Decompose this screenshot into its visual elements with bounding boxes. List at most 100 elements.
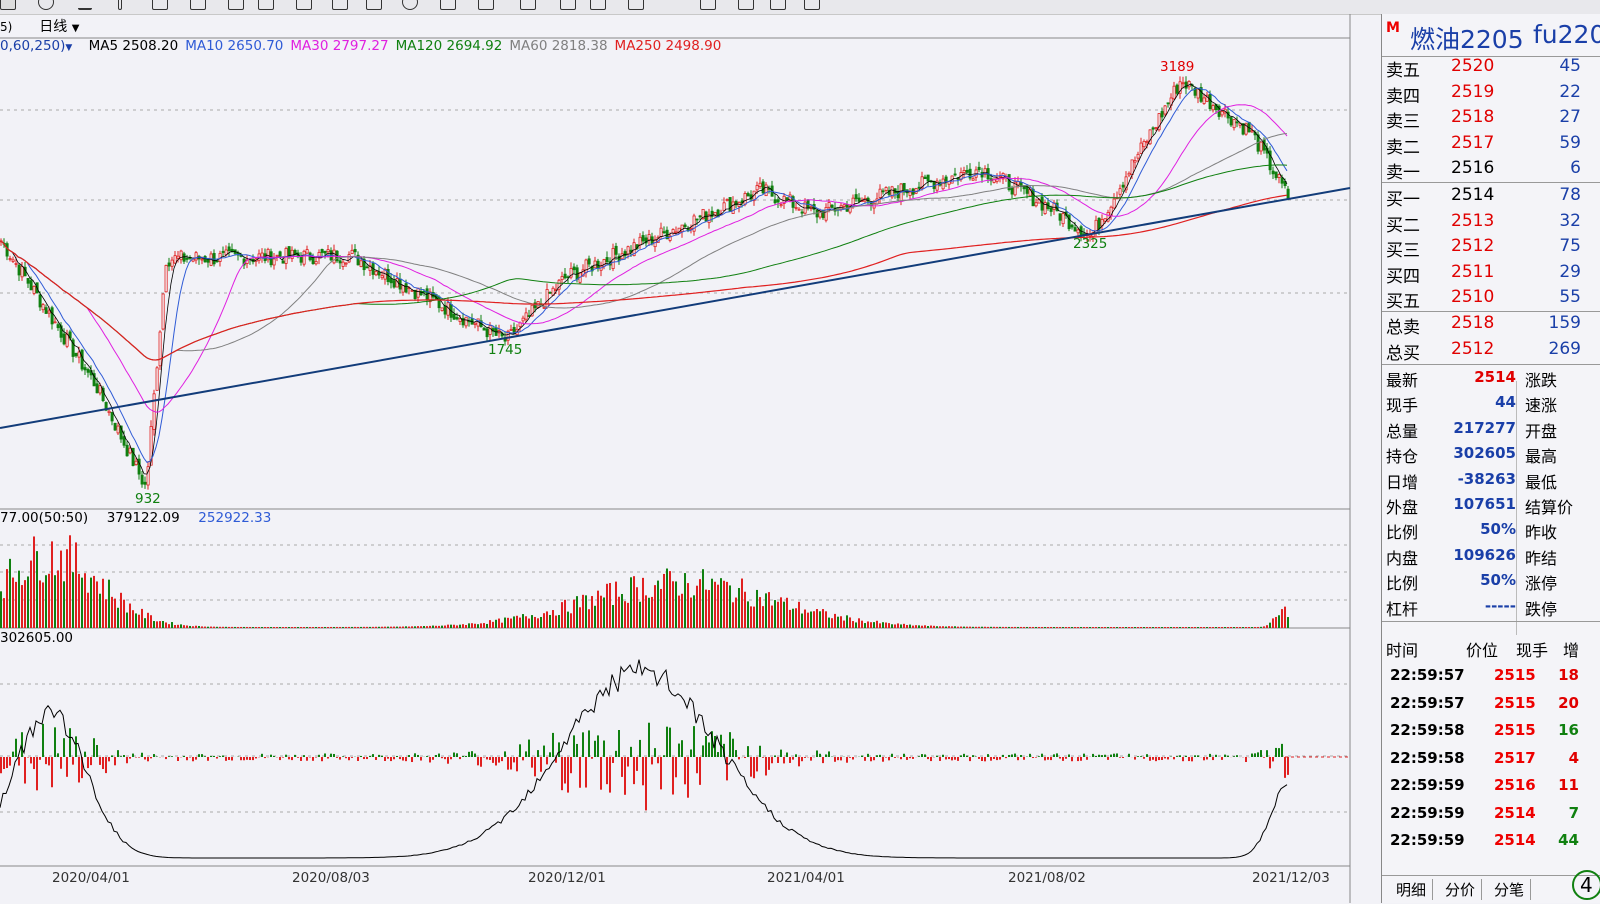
volume-bar xyxy=(906,625,908,628)
volume-bar xyxy=(597,591,599,628)
oi-change-bar xyxy=(810,757,812,761)
forward-icon[interactable] xyxy=(738,0,754,10)
candle-body xyxy=(663,232,665,233)
oi-change-bar xyxy=(333,754,335,757)
orderbook-price[interactable]: 2510 xyxy=(1451,287,1494,307)
period-tab[interactable]: 5) 日线 ▼ xyxy=(0,16,79,36)
symbol-name[interactable]: 燃油2205 xyxy=(1410,20,1524,56)
orderbook-price[interactable]: 2512 xyxy=(1451,236,1494,256)
chevron-down-icon[interactable]: ▼ xyxy=(65,43,72,53)
volume-bar xyxy=(1179,627,1181,628)
orderbook-price[interactable]: 2518 xyxy=(1451,313,1494,333)
text-icon[interactable] xyxy=(296,0,312,10)
line-icon[interactable] xyxy=(402,0,418,10)
clock-icon[interactable] xyxy=(38,0,54,10)
ma-legend-item: MA120 2694.92 xyxy=(396,38,503,54)
orderbook-qty: 55 xyxy=(1559,287,1581,307)
orderbook-label: 卖三 xyxy=(1386,107,1420,132)
oi-change-bar xyxy=(1029,754,1031,757)
symbol-code[interactable]: fu2205 xyxy=(1533,20,1600,49)
corner-badge[interactable]: 4 xyxy=(1572,870,1600,900)
volume-bar xyxy=(63,581,65,628)
candle-body xyxy=(1062,214,1064,224)
window-icon[interactable] xyxy=(0,0,16,10)
oi-change-bar xyxy=(960,755,962,757)
candle-body xyxy=(564,274,566,278)
orderbook-price[interactable]: 2511 xyxy=(1451,262,1494,282)
bar-icon[interactable] xyxy=(118,0,122,10)
oi-change-bar xyxy=(363,757,365,759)
tab-detail[interactable]: 明细 xyxy=(1390,879,1433,900)
grid-icon[interactable] xyxy=(190,0,206,10)
oi-change-bar xyxy=(603,741,605,757)
oi-change-bar xyxy=(444,757,446,759)
oi-change-bar xyxy=(930,757,932,761)
orderbook-price[interactable]: 2517 xyxy=(1451,133,1494,153)
period-label[interactable]: 日线 xyxy=(39,19,67,35)
ma-params[interactable]: 0,60,250) xyxy=(0,38,65,54)
orderbook-price[interactable]: 2512 xyxy=(1451,339,1494,359)
settings-icon[interactable] xyxy=(520,0,536,10)
tab-trades[interactable]: 分笔 xyxy=(1488,879,1531,900)
menu-icon[interactable] xyxy=(770,0,786,10)
orderbook-qty: 159 xyxy=(1549,313,1581,333)
kline-chart-svg[interactable] xyxy=(0,14,1380,903)
orderbook-price[interactable]: 2513 xyxy=(1451,211,1494,231)
orderbook-price[interactable]: 2518 xyxy=(1451,107,1494,127)
oi-change-bar xyxy=(1113,754,1115,757)
ma-legend-item: MA30 2797.27 xyxy=(290,38,388,54)
orderbook-price[interactable]: 2516 xyxy=(1451,158,1494,178)
refresh-icon[interactable] xyxy=(804,0,820,10)
cursor-icon[interactable] xyxy=(228,0,244,10)
calc-icon[interactable] xyxy=(628,0,644,10)
volume-bar xyxy=(1005,627,1007,628)
oi-change-bar xyxy=(1128,754,1130,757)
pin-icon[interactable] xyxy=(700,0,716,10)
oi-change-bar xyxy=(1281,744,1283,757)
stack-icon[interactable] xyxy=(478,0,494,10)
volume-bar xyxy=(1176,627,1178,628)
stat-label: 内盘 xyxy=(1386,545,1418,569)
orderbook-price[interactable]: 2520 xyxy=(1451,56,1494,76)
tick-time: 22:59:58 xyxy=(1390,721,1465,739)
candle-body xyxy=(171,260,173,266)
oi-change-bar xyxy=(873,757,875,760)
orderbook-price[interactable]: 2519 xyxy=(1451,82,1494,102)
oi-change-bar xyxy=(1086,757,1088,760)
volume-bar xyxy=(369,627,371,628)
check-icon[interactable] xyxy=(590,0,606,10)
chart-tool-icon[interactable] xyxy=(78,0,92,10)
box-icon[interactable] xyxy=(366,0,382,10)
flag-icon[interactable] xyxy=(332,0,348,10)
draw-icon[interactable] xyxy=(152,0,168,10)
orderbook-price[interactable]: 2514 xyxy=(1451,185,1494,205)
arrow-icon[interactable] xyxy=(560,0,576,10)
chevron-down-icon[interactable]: ▼ xyxy=(72,23,80,34)
ruler-icon[interactable] xyxy=(258,0,274,10)
tab-price-dist[interactable]: 分价 xyxy=(1439,879,1482,900)
volume-bar xyxy=(996,627,998,628)
zoom-icon[interactable] xyxy=(440,0,456,10)
volume-bar xyxy=(18,571,20,628)
candle-body xyxy=(522,318,524,321)
